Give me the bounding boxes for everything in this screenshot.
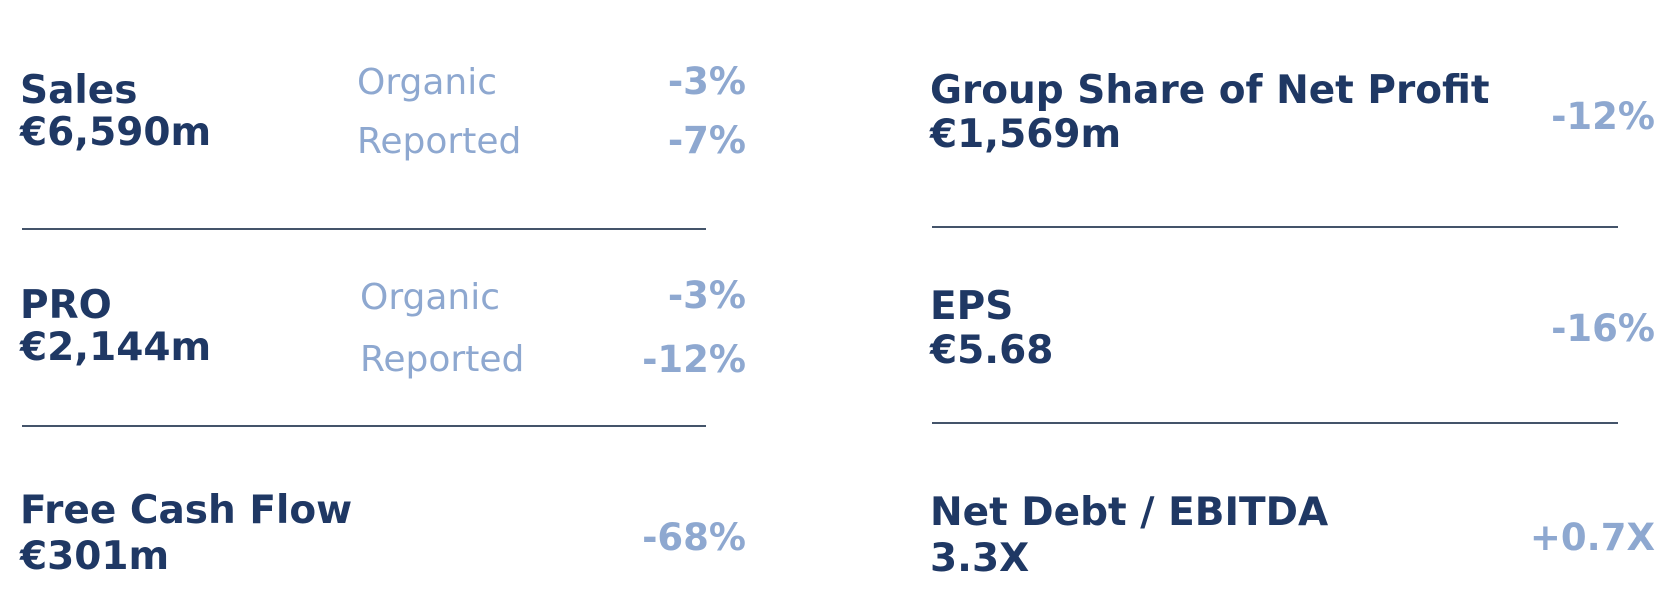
sales-reported-label: Reported <box>357 121 522 162</box>
eps-title: EPS <box>930 284 1014 329</box>
sales-reported-change: -7% <box>667 119 746 162</box>
fcf-change: -68% <box>642 516 746 559</box>
fcf-value: €301m <box>20 534 170 579</box>
pro-organic-label: Organic <box>360 277 501 318</box>
eps-value: €5.68 <box>930 328 1054 373</box>
pro-value: €2,144m <box>20 325 212 370</box>
leverage-title: Net Debt / EBITDA <box>930 490 1329 535</box>
divider-sales <box>22 228 706 230</box>
sales-organic-change: -3% <box>667 60 746 103</box>
sales-organic-label: Organic <box>357 62 498 103</box>
net-profit-change: -12% <box>1551 95 1655 138</box>
eps-change: -16% <box>1551 307 1655 350</box>
pro-reported-label: Reported <box>360 339 525 380</box>
pro-organic-change: -3% <box>667 274 746 317</box>
net-profit-value: €1,569m <box>930 112 1122 157</box>
net-profit-title: Group Share of Net Profit <box>930 68 1490 113</box>
divider-net-profit <box>932 226 1618 228</box>
divider-eps <box>932 422 1618 424</box>
sales-value: €6,590m <box>20 110 212 155</box>
divider-pro <box>22 425 706 427</box>
pro-reported-change: -12% <box>642 338 746 381</box>
leverage-change: +0.7X <box>1529 516 1655 559</box>
sales-title: Sales <box>20 68 138 113</box>
pro-title: PRO <box>20 283 112 328</box>
leverage-value: 3.3X <box>930 536 1030 581</box>
fcf-title: Free Cash Flow <box>20 488 353 533</box>
